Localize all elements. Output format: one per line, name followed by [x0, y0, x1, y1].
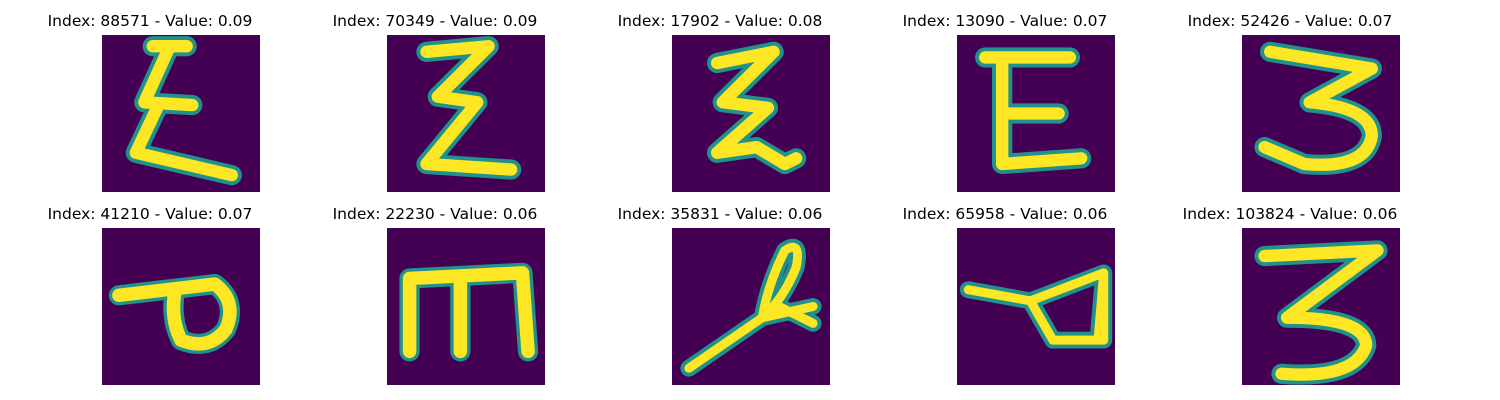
panel-7: Index: 22230 - Value: 0.06 [285, 193, 585, 385]
panel-title: Index: 22230 - Value: 0.06 [332, 205, 538, 223]
panel-title: Index: 17902 - Value: 0.08 [617, 12, 823, 30]
glyph-image [1242, 35, 1400, 192]
panel-title: Index: 65958 - Value: 0.06 [902, 205, 1108, 223]
glyph-image [957, 35, 1115, 192]
panel-3: Index: 17902 - Value: 0.08 [570, 0, 870, 192]
panel-title: Index: 13090 - Value: 0.07 [902, 12, 1108, 30]
panel-5: Index: 52426 - Value: 0.07 [1140, 0, 1440, 192]
panel-6: Index: 41210 - Value: 0.07 [0, 193, 300, 385]
panel-title: Index: 52426 - Value: 0.07 [1187, 12, 1393, 30]
glyph-image [387, 228, 545, 385]
panel-title: Index: 70349 - Value: 0.09 [332, 12, 538, 30]
glyph-image [672, 228, 830, 385]
glyph-image [672, 35, 830, 192]
panel-1: Index: 88571 - Value: 0.09 [0, 0, 300, 192]
panel-title: Index: 88571 - Value: 0.09 [47, 12, 253, 30]
glyph-image [957, 228, 1115, 385]
glyph-image [102, 35, 260, 192]
panel-2: Index: 70349 - Value: 0.09 [285, 0, 585, 192]
panel-title: Index: 41210 - Value: 0.07 [47, 205, 253, 223]
panel-10: Index: 103824 - Value: 0.06 [1140, 193, 1440, 385]
panel-4: Index: 13090 - Value: 0.07 [855, 0, 1155, 192]
panel-9: Index: 65958 - Value: 0.06 [855, 193, 1155, 385]
glyph-image [102, 228, 260, 385]
glyph-image [387, 35, 545, 192]
glyph-image [1242, 228, 1400, 385]
panel-8: Index: 35831 - Value: 0.06 [570, 193, 870, 385]
panel-title: Index: 35831 - Value: 0.06 [617, 205, 823, 223]
panel-title: Index: 103824 - Value: 0.06 [1182, 205, 1398, 223]
